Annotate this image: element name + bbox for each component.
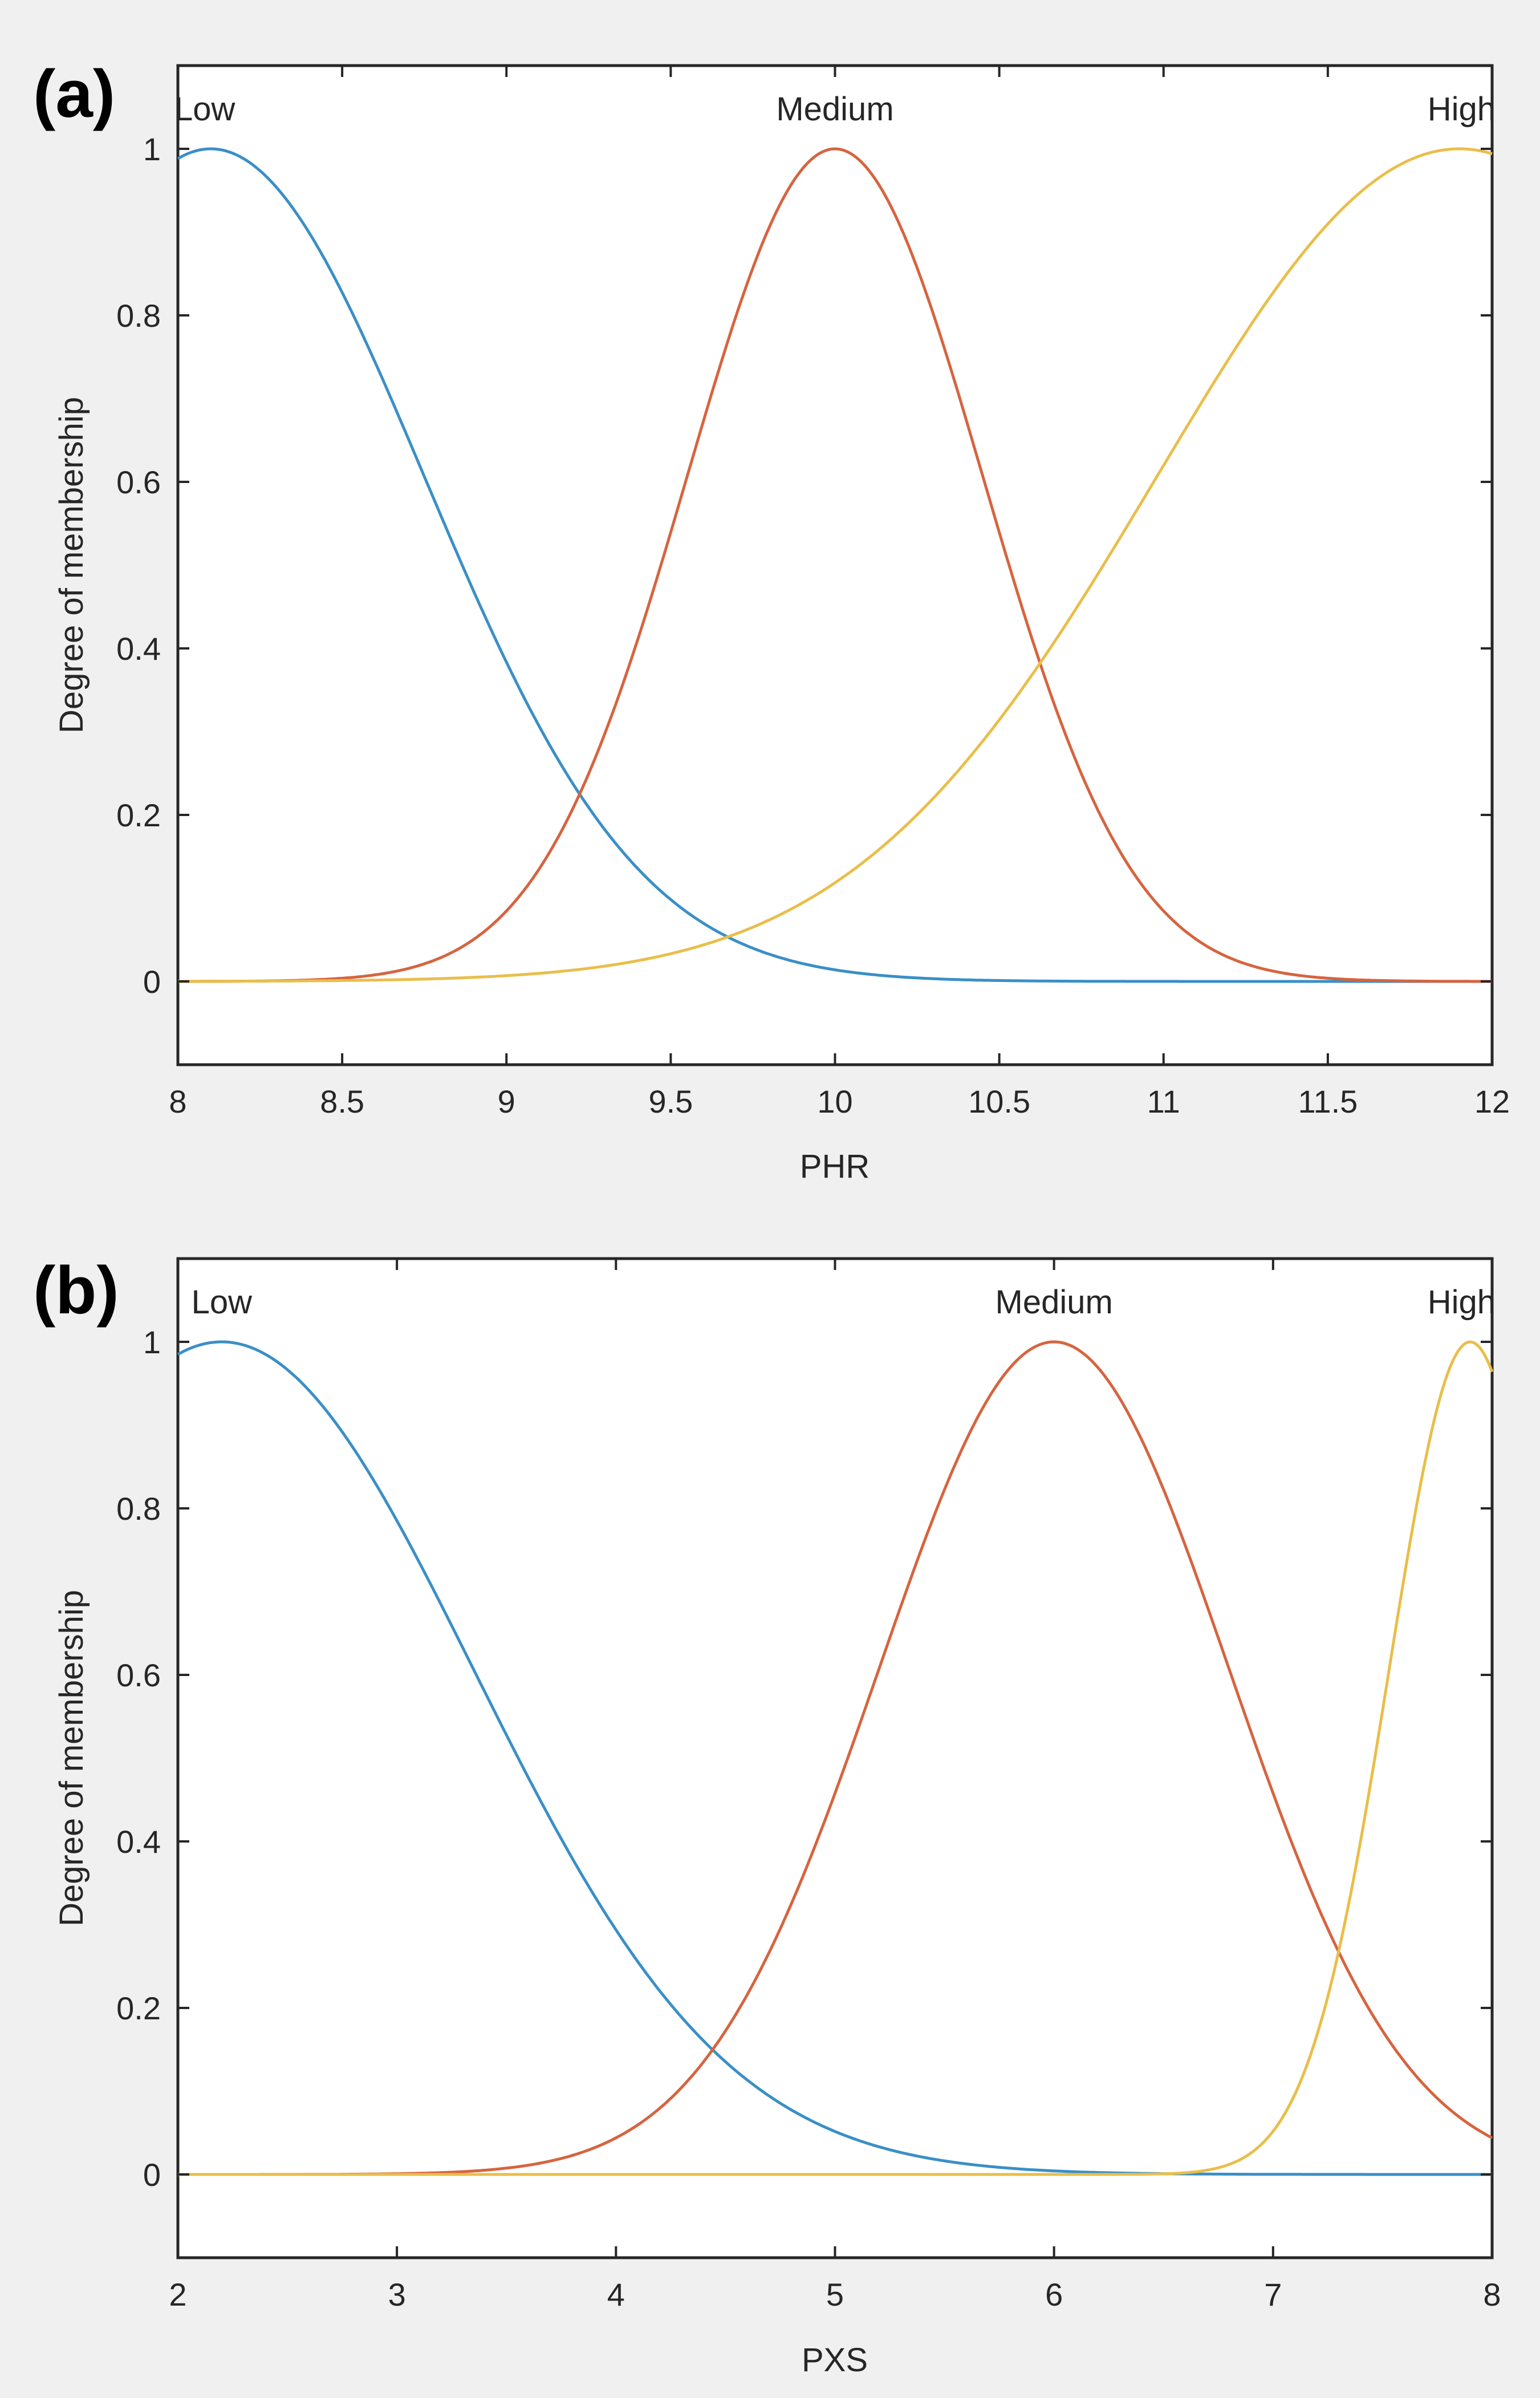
- mf-curve-high-a: [178, 147, 1493, 983]
- mf-curve-medium-a: [178, 147, 1492, 983]
- mf-label-high-a: High: [1428, 91, 1496, 128]
- x-tick-label-6-b: 8: [1483, 2277, 1501, 2312]
- curves-b: [177, 1340, 1494, 2176]
- panel-label-a: (a): [33, 56, 115, 132]
- mf-label-low-b: Low: [192, 1284, 253, 1321]
- curves-a: [177, 147, 1493, 983]
- mf-label-high-b: High: [1428, 1284, 1496, 1321]
- x-tick-labels-a: 8 8.5 9 9.5 10 10.5 11 11.5 12: [169, 1084, 1510, 1119]
- x-tick-label-6-a: 11: [1147, 1084, 1180, 1119]
- x-tick-label-7-a: 11.5: [1298, 1084, 1358, 1119]
- plot-area-a: [176, 64, 1494, 1066]
- y-axis-label-b: Degree of membership: [53, 1590, 90, 1926]
- y-tick-label-1-b: 0.2: [116, 1990, 161, 2026]
- x-tick-label-1-a: 8.5: [320, 1084, 364, 1119]
- x-axis-label-b: PXS: [802, 2342, 868, 2379]
- y-tick-label-3-a: 0.6: [116, 464, 161, 500]
- mf-curve-low-b: [177, 1340, 1492, 2176]
- y-tick-labels-a: 0 0.2 0.4 0.6 0.8 1: [116, 131, 161, 1000]
- y-tick-label-4-b: 0.8: [116, 1491, 161, 1527]
- x-tick-label-3-a: 9.5: [648, 1084, 693, 1119]
- x-axis-label-a: PHR: [800, 1148, 869, 1185]
- y-tick-label-2-a: 0.4: [116, 631, 161, 667]
- x-tick-labels-b: 2 3 4 5 6 7 8: [169, 2277, 1501, 2312]
- y-tick-labels-b: 0 0.2 0.4 0.6 0.8 1: [116, 1324, 161, 2193]
- x-tick-label-0-a: 8: [169, 1084, 186, 1119]
- mf-label-medium-b: Medium: [995, 1284, 1113, 1321]
- x-tick-label-5-a: 10.5: [968, 1084, 1030, 1119]
- y-tick-label-3-b: 0.6: [116, 1657, 161, 1693]
- plot-area-b: [176, 1257, 1494, 2259]
- y-tick-label-2-b: 0.4: [116, 1824, 161, 1860]
- mf-label-medium-a: Medium: [776, 91, 893, 128]
- mf-curve-high-b: [178, 1340, 1494, 2176]
- chart-panel-b: 2 3 4 5 6 7 8 0 0.2 0.4 0.6 0.8 1 Low Medium High (b)…: [33, 1253, 1501, 2379]
- y-tick-label-1-a: 0.2: [116, 797, 161, 833]
- x-tick-label-3-b: 5: [826, 2277, 844, 2312]
- mf-curve-low-a: [177, 147, 1492, 983]
- x-tick-label-4-b: 6: [1045, 2277, 1063, 2312]
- mf-labels-b: Low Medium High: [192, 1284, 1496, 1321]
- mf-labels-a: Low Medium High: [174, 91, 1496, 128]
- y-tick-label-0-a: 0: [143, 964, 161, 1000]
- y-tick-label-5-b: 1: [143, 1324, 161, 1360]
- x-tick-label-2-a: 9: [498, 1084, 515, 1119]
- chart-panel-a: 8 8.5 9 9.5 10 10.5 11 11.5 12 0 0.2 0.4 0.6 0.8 1 Lo…: [33, 56, 1510, 1185]
- mf-label-low-a: Low: [174, 91, 236, 128]
- ticks-a: [177, 66, 1493, 1065]
- x-tick-label-2-b: 4: [607, 2277, 625, 2312]
- panel-label-b: (b): [33, 1253, 119, 1328]
- x-tick-label-1-b: 3: [388, 2277, 406, 2312]
- y-tick-label-4-a: 0.8: [116, 298, 161, 334]
- x-tick-label-0-b: 2: [169, 2277, 186, 2312]
- ticks-b: [177, 1259, 1493, 2258]
- y-tick-label-0-b: 0: [143, 2157, 161, 2193]
- x-tick-label-4-a: 10: [817, 1084, 852, 1119]
- x-tick-label-8-a: 12: [1474, 1084, 1510, 1119]
- y-tick-label-5-a: 1: [143, 131, 161, 167]
- y-axis-label-a: Degree of membership: [53, 397, 90, 733]
- x-tick-label-5-b: 7: [1264, 2277, 1282, 2312]
